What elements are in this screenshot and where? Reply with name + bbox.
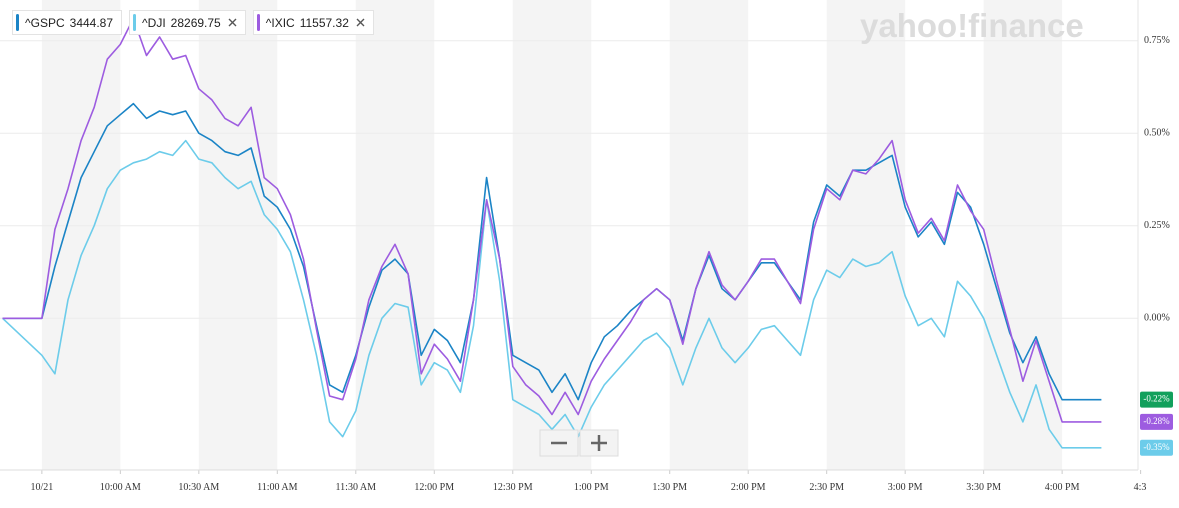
legend-item[interactable]: ^GSPC 3444.87 <box>12 10 123 35</box>
last-value-label: -0.35% <box>1143 442 1170 452</box>
remove-button[interactable] <box>356 18 365 27</box>
y-tick-label: 0.25% <box>1144 220 1170 231</box>
x-tick-label: 1:00 PM <box>574 482 609 493</box>
remove-button[interactable] <box>228 18 237 27</box>
watermark: yahoo!finance <box>860 7 1084 44</box>
legend-name: ^GSPC <box>25 15 65 30</box>
series-line <box>2 17 1102 423</box>
y-tick-label: 0.00% <box>1144 313 1170 324</box>
legend-name: ^IXIC <box>265 15 295 30</box>
legend-item[interactable]: ^DJI 28269.75 <box>129 10 246 35</box>
x-tick-label: 11:00 AM <box>257 482 298 493</box>
legend-price: 28269.75 <box>170 15 221 30</box>
last-value-label: -0.22% <box>1143 394 1170 404</box>
x-tick-label: 11:30 AM <box>336 482 377 493</box>
x-tick-label: 12:00 PM <box>414 482 454 493</box>
x-tick-label: 10:30 AM <box>178 482 219 493</box>
time-band <box>198 0 278 470</box>
remove-icon <box>228 18 237 27</box>
lines <box>2 17 1102 449</box>
last-value-badge <box>1140 413 1173 430</box>
time-band <box>512 0 592 470</box>
x-tick-label: 4:3 <box>1134 482 1147 493</box>
time-band <box>355 0 435 470</box>
time-band <box>669 0 749 470</box>
x-tick-label: 4:00 PM <box>1045 482 1080 493</box>
legend-swatch <box>256 14 260 31</box>
legend-price: 11557.32 <box>299 15 349 30</box>
x-tick-label: 12:30 PM <box>493 482 533 493</box>
remove-icon <box>356 18 365 27</box>
series-line <box>2 102 1102 401</box>
x-tick-label: 1:30 PM <box>652 482 687 493</box>
legend-item[interactable]: ^IXIC 11557.32 <box>252 10 374 35</box>
last-value-badge <box>1140 439 1173 456</box>
legend-name: ^DJI <box>142 15 166 30</box>
y-tick-label: 0.75% <box>1144 35 1170 46</box>
series-line <box>2 139 1102 449</box>
legend-swatch <box>16 14 19 31</box>
last-value-label: -0.28% <box>1143 416 1170 426</box>
time-band <box>41 0 121 470</box>
x-tick-label: 10/21 <box>30 482 53 493</box>
time-band <box>826 0 906 470</box>
y-tick-label: 0.50% <box>1144 128 1170 139</box>
legend-swatch <box>133 14 137 31</box>
x-tick-label: 2:00 PM <box>731 482 766 493</box>
zoom-controls <box>539 429 619 457</box>
x-tick-label: 2:30 PM <box>809 482 844 493</box>
x-tick-label: 10:00 AM <box>100 482 141 493</box>
labels: 0.75% 0.50% 0.25% 0.00% 10/21 10:00 AM 10:30 A… <box>30 35 1173 493</box>
time-band <box>983 0 1063 470</box>
last-value-badge <box>1140 391 1173 408</box>
legend-price: 3444.87 <box>69 15 114 30</box>
x-tick-label: 3:30 PM <box>966 482 1001 493</box>
legend: ^GSPC 3444.87 ^DJI 28269.75 ^IXIC 11557.32 <box>12 10 374 35</box>
x-tick-label: 3:00 PM <box>888 482 923 493</box>
time-bands <box>41 0 1063 470</box>
